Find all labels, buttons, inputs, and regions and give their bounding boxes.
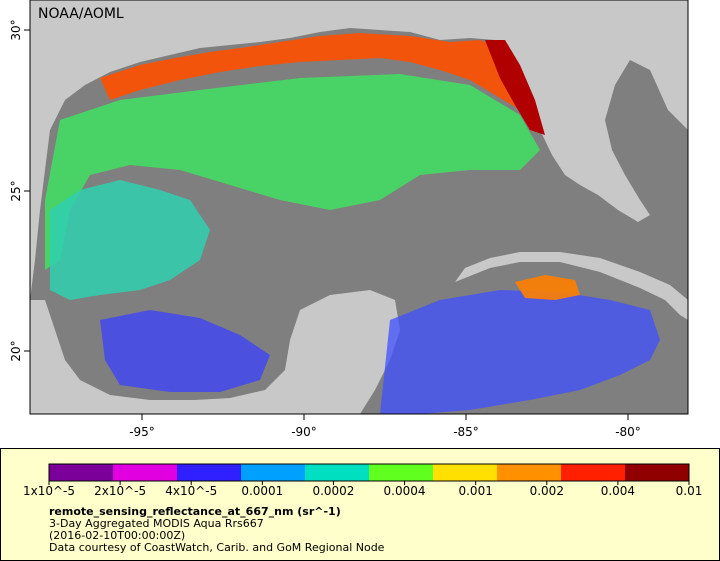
colorbar-segment — [561, 464, 626, 481]
colorbar-segment — [369, 464, 434, 481]
lon-tick-label: -90° — [291, 425, 317, 439]
legend-credit: Data courtesy of CoastWatch, Carib. and … — [49, 541, 385, 554]
cuba-land — [455, 252, 688, 320]
reflectance-west-coast — [50, 180, 210, 300]
lat-tick-label: 30° — [9, 19, 23, 40]
reflectance-mid-gulf — [45, 74, 540, 270]
colorbar-tick-label: 0.0001 — [241, 484, 283, 498]
legend-panel: 1x10^-5 2x10^-5 4x10^-5 0.0001 0.0002 0.0004 0… — [0, 448, 720, 561]
colorbar-tick-label: 4x10^-5 — [165, 484, 217, 498]
colorbar-tick-label: 0.001 — [458, 484, 492, 498]
legend-time: (2016-02-10T00:00:00Z) — [49, 529, 186, 542]
reflectance-cuba-coast — [515, 275, 580, 300]
map-area: -95° -90° -85° -80° 30° 25° 20° NOAA/AOM… — [9, 0, 689, 439]
lat-axis-ticks — [24, 29, 30, 352]
lon-axis-ticks — [141, 414, 629, 420]
lon-tick-label: -95° — [129, 425, 155, 439]
colorbar-tick-label: 1x10^-5 — [23, 484, 75, 498]
colorbar-tick-label: 0.0002 — [312, 484, 354, 498]
colorbar-segment — [49, 464, 114, 481]
reflectance-florida — [485, 40, 545, 135]
colorbar-segment — [305, 464, 370, 481]
colorbar-tick-label: 0.0004 — [384, 484, 426, 498]
colorbar-ticks: 1x10^-5 2x10^-5 4x10^-5 0.0001 0.0002 0.0004 0… — [23, 481, 702, 498]
colorbar-segment — [497, 464, 562, 481]
legend-title: remote_sensing_reflectance_at_667_nm (sr… — [49, 505, 341, 518]
reflectance-caribbean — [380, 290, 660, 414]
colorbar — [49, 464, 690, 481]
reflectance-yucatan-shelf — [100, 310, 270, 392]
reflectance-north-coast — [100, 33, 528, 110]
colorbar-tick-label: 0.01 — [676, 484, 703, 498]
lat-tick-label: 25° — [9, 180, 23, 201]
credit-label: NOAA/AOML — [38, 6, 124, 22]
colorbar-segment — [433, 464, 498, 481]
colorbar-segment — [625, 464, 690, 481]
colorbar-tick-label: 0.004 — [601, 484, 635, 498]
colorbar-segment — [241, 464, 306, 481]
colorbar-segment — [113, 464, 178, 481]
colorbar-tick-label: 2x10^-5 — [94, 484, 146, 498]
lon-tick-label: -80° — [615, 425, 641, 439]
legend-product: 3-Day Aggregated MODIS Aqua Rrs667 — [49, 517, 264, 530]
lon-tick-label: -85° — [453, 425, 479, 439]
map-frame — [29, 0, 689, 415]
colorbar-tick-label: 0.002 — [530, 484, 564, 498]
mexico-land — [30, 290, 400, 414]
lat-tick-label: 20° — [9, 340, 23, 361]
colorbar-frame — [48, 463, 690, 482]
colorbar-segment — [177, 464, 242, 481]
